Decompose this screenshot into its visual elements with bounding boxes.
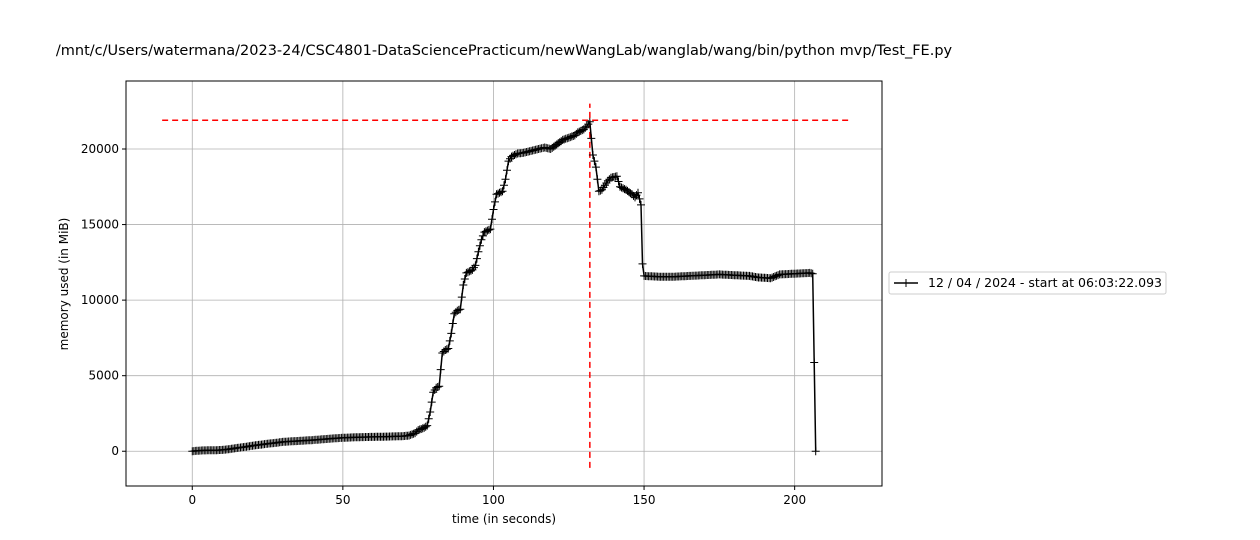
- y-tick-label: 10000: [81, 293, 119, 307]
- grid-lines: [126, 81, 882, 486]
- tick-layer: 0 50 100 150 200 0 5000 10000 15000 20000: [81, 142, 806, 507]
- series-plus-markers: [188, 117, 820, 456]
- y-tick-label: 15000: [81, 218, 119, 232]
- legend-series-label: 12 / 04 / 2024 - start at 06:03:22.093: [928, 275, 1162, 290]
- x-tick-label: 150: [633, 493, 656, 507]
- legend-box: [888, 271, 1167, 295]
- legend-plus-marker-icon: [902, 279, 910, 287]
- x-tick-label: 100: [482, 493, 505, 507]
- series-line: [192, 119, 817, 452]
- x-tick-label: 200: [783, 493, 806, 507]
- chart-title: /mnt/c/Users/watermana/2023-24/CSC4801-D…: [56, 43, 953, 59]
- x-tick-label: 0: [188, 493, 196, 507]
- x-tick-label: 50: [335, 493, 350, 507]
- y-tick-label: 0: [111, 444, 119, 458]
- plot-frame: [125, 80, 883, 487]
- x-axis-label: time (in seconds): [452, 512, 556, 526]
- y-axis-label: memory used (in MiB): [57, 218, 71, 351]
- y-tick-label: 20000: [81, 142, 119, 156]
- series-layer: [188, 117, 820, 456]
- y-tick-label: 5000: [88, 369, 119, 383]
- legend: 12 / 04 / 2024 - start at 06:03:22.093: [888, 271, 1167, 295]
- reference-lines: [162, 103, 849, 468]
